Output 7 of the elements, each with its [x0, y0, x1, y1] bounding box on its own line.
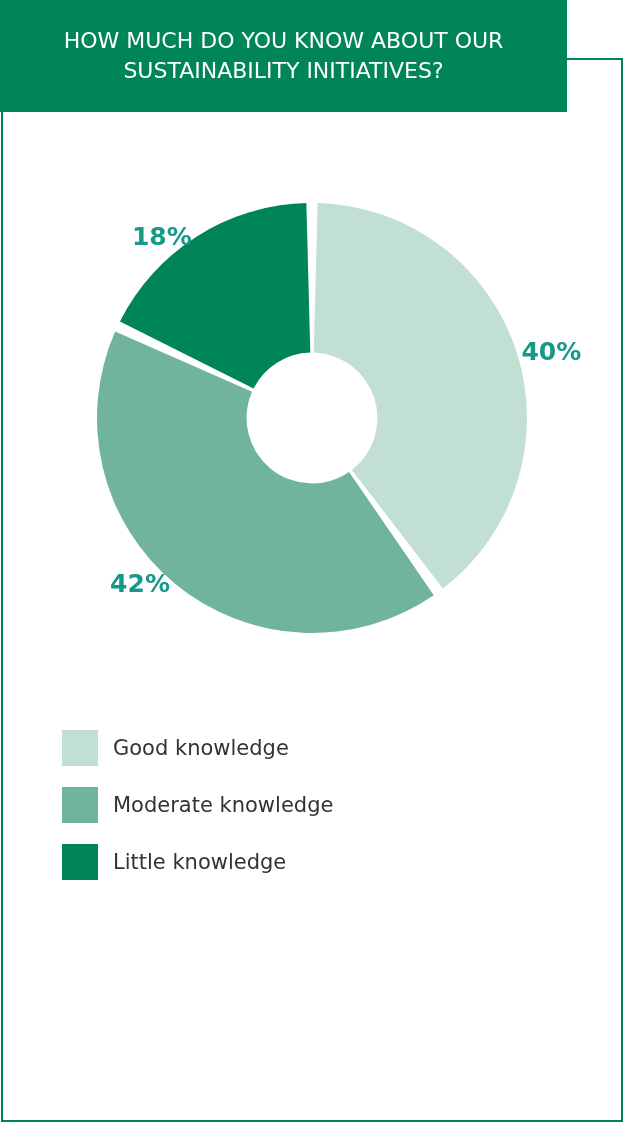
legend-label: Moderate knowledge: [113, 793, 334, 817]
data-label: 40%: [521, 337, 582, 367]
chart-title: HOW MUCH DO YOU KNOW ABOUT OUR SUSTAINABILITY INITIATIVES?: [62, 27, 505, 85]
legend-label: Good knowledge: [113, 736, 289, 760]
legend-label: Little knowledge: [113, 850, 287, 874]
data-label: 42%: [110, 569, 170, 599]
data-label: 18%: [131, 221, 192, 251]
